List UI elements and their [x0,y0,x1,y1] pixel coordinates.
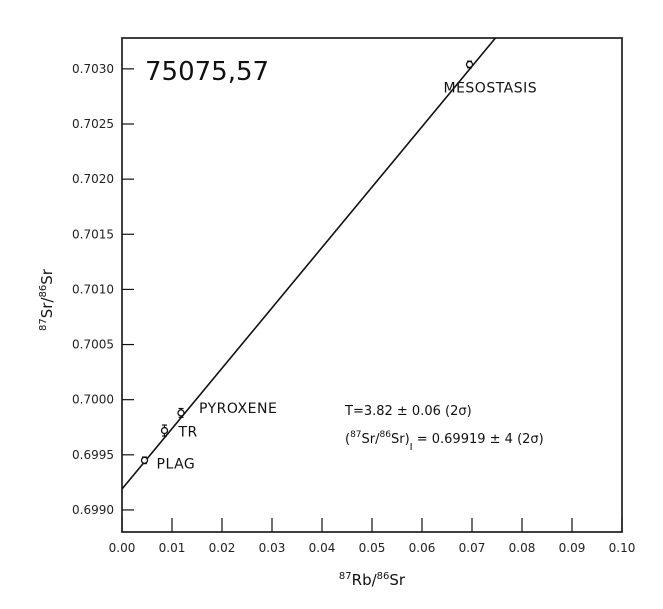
x-tick-label: 0.08 [509,541,536,555]
y-tick-label: 0.7020 [72,172,114,186]
data-point-label: PYROXENE [199,401,277,417]
data-point [140,456,149,464]
x-tick-label: 0.01 [159,541,186,555]
x-tick-label: 0.00 [109,541,136,555]
data-point [465,60,474,69]
x-tick-label: 0.10 [609,541,636,555]
y-axis-title-main2: Sr [38,268,56,285]
initial-ratio-a: Sr/ [362,432,381,447]
axes [121,37,623,533]
x-axis-title-sup1: 87 [339,571,352,582]
x-tick-label: 0.06 [409,541,436,555]
x-tick-label: 0.07 [459,541,486,555]
data-point [177,409,185,417]
y-tick-label: 0.7010 [72,282,114,296]
age-annotation: T=3.82 ± 0.06 (2σ) [344,404,472,419]
y-axis-title-sup1: 87 [38,318,49,331]
x-tick-label: 0.09 [559,541,586,555]
x-axis-title-main2: Sr [389,571,406,589]
x-tick-label: 0.05 [359,541,386,555]
x-axis-title-main1: Rb/ [352,571,378,589]
initial-ratio-value: = 0.69919 ± 4 (2σ) [413,432,544,447]
data-point-label: TR [178,425,198,441]
x-axis-title-sup2: 86 [377,571,390,582]
initial-ratio-open: ( [345,432,350,447]
y-tick-label: 0.7005 [72,338,114,352]
isochron-line-group [121,37,497,490]
y-axis-title: 87Sr/86Sr [38,268,56,331]
initial-ratio-b: Sr) [391,432,410,447]
y-tick-label: 0.6990 [72,503,114,517]
sample-title: 75075,57 [145,57,269,87]
plot-frame [121,37,623,533]
y-tick-label: 0.7025 [72,117,114,131]
y-tick-label: 0.7000 [72,393,114,407]
initial-ratio-annotation: (87Sr/86Sr)I = 0.69919 ± 4 (2σ) [345,430,544,453]
initial-ratio-sup2: 86 [380,430,392,440]
y-tick-label: 0.7015 [72,227,114,241]
y-axis-title-sup2: 86 [38,285,49,298]
axis-ticks: 0.00 0.01 0.02 0.03 0.04 0.05 0.06 0.07 0.08 0.09… [72,62,635,555]
x-tick-label: 0.02 [209,541,236,555]
data-point [160,426,169,435]
y-tick-label: 0.7030 [72,62,114,76]
y-axis-title-main1: Sr/ [38,297,56,319]
initial-ratio-sub: I [410,442,413,453]
x-tick-label: 0.03 [259,541,286,555]
initial-ratio-sup1: 87 [350,430,361,440]
data-point-label: MESOSTASIS [444,80,538,96]
x-axis-title: 87Rb/86Sr [339,571,406,589]
data-point-label: PLAG [157,456,196,472]
isochron-line [121,37,497,490]
x-tick-label: 0.04 [309,541,336,555]
y-tick-label: 0.6995 [72,448,114,462]
